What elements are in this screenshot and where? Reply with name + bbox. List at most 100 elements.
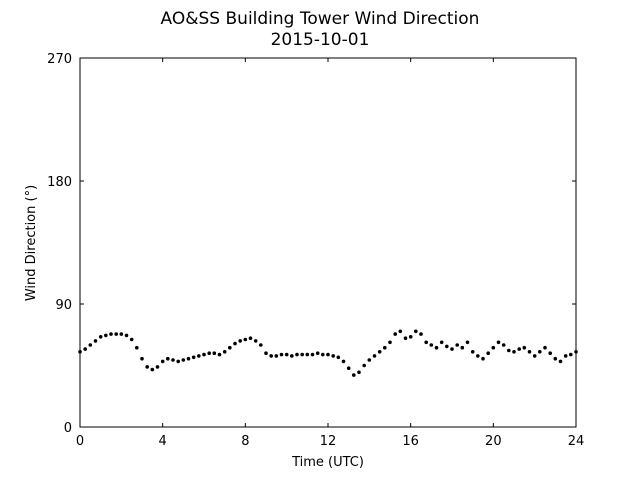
data-point — [114, 332, 118, 336]
x-tick-label: 12 — [320, 434, 337, 449]
data-point — [445, 344, 449, 349]
data-point — [202, 352, 206, 357]
data-point — [155, 365, 160, 369]
data-point — [434, 345, 439, 350]
data-point — [140, 356, 144, 361]
data-point — [383, 345, 387, 350]
data-point — [228, 345, 232, 350]
data-point — [352, 373, 356, 377]
data-point — [248, 336, 253, 341]
y-tick-label: 0 — [64, 421, 72, 436]
data-point — [212, 351, 217, 356]
chart-subtitle: 2015-10-01 — [271, 30, 370, 50]
plot-frame — [79, 57, 577, 428]
data-point — [569, 352, 573, 357]
data-point — [408, 335, 413, 339]
data-point — [403, 336, 408, 341]
data-point — [481, 356, 485, 361]
data-point — [222, 350, 227, 354]
data-point — [274, 354, 279, 358]
data-point — [527, 350, 532, 354]
data-point — [315, 351, 320, 356]
y-tick-label: 90 — [55, 298, 72, 313]
data-point — [243, 337, 248, 342]
data-point — [465, 340, 470, 345]
data-point — [93, 339, 98, 343]
data-point — [346, 366, 351, 371]
data-point — [470, 350, 475, 354]
data-point — [450, 347, 454, 351]
data-point — [171, 358, 175, 362]
data-point — [290, 354, 294, 358]
data-point — [476, 354, 480, 358]
data-point — [460, 345, 465, 350]
data-point — [207, 351, 211, 356]
data-point — [496, 340, 501, 345]
data-point — [507, 348, 511, 353]
data-point — [486, 351, 491, 356]
data-point — [166, 356, 170, 361]
data-point — [419, 332, 423, 336]
data-point — [439, 340, 444, 345]
data-point — [517, 347, 521, 351]
data-point — [104, 333, 108, 338]
data-point — [191, 355, 196, 360]
data-point — [145, 365, 149, 369]
data-point — [326, 352, 330, 357]
data-point — [160, 359, 165, 364]
data-point — [362, 363, 367, 368]
data-point — [377, 350, 382, 354]
data-point — [414, 329, 418, 334]
data-point — [295, 352, 299, 357]
data-point — [176, 359, 180, 364]
data-point — [269, 354, 274, 358]
axis-ticks: 0 4 8 12 16 20 24 0 90 180 270 — [47, 52, 584, 449]
x-tick-label: 4 — [159, 434, 167, 449]
data-point — [124, 333, 129, 338]
data-point — [279, 352, 284, 357]
data-point — [88, 343, 93, 347]
data-point — [129, 337, 134, 342]
data-point — [388, 340, 392, 345]
data-point — [98, 335, 103, 339]
data-points — [78, 329, 578, 377]
x-axis-label: Time (UTC) — [291, 455, 364, 470]
data-point — [512, 350, 516, 354]
data-point — [217, 352, 222, 357]
data-point — [393, 332, 398, 336]
data-point — [501, 343, 506, 347]
x-tick-label: 16 — [402, 434, 419, 449]
data-point — [305, 352, 310, 357]
data-point — [367, 358, 372, 362]
data-point — [259, 343, 263, 347]
data-point — [532, 354, 537, 358]
data-point — [253, 339, 258, 343]
x-tick-label: 8 — [241, 434, 249, 449]
data-point — [558, 359, 563, 364]
data-point — [238, 339, 242, 343]
x-tick-label: 24 — [568, 434, 585, 449]
data-point — [563, 354, 568, 358]
data-point — [186, 356, 191, 361]
data-point — [264, 351, 268, 356]
data-point — [150, 367, 155, 372]
data-point — [357, 370, 361, 375]
data-point — [455, 343, 460, 347]
data-point — [372, 354, 377, 358]
data-point — [429, 343, 434, 347]
x-tick-label: 20 — [485, 434, 502, 449]
data-point — [543, 345, 547, 350]
data-point — [310, 352, 315, 357]
data-point — [398, 329, 403, 334]
data-point — [331, 354, 336, 358]
x-tick-label: 0 — [76, 434, 84, 449]
data-point — [553, 356, 558, 361]
data-point — [109, 332, 113, 336]
data-point — [548, 351, 552, 356]
data-point — [300, 352, 305, 357]
data-point — [233, 341, 237, 346]
data-point — [197, 354, 201, 358]
data-point — [491, 345, 496, 350]
data-point — [336, 355, 341, 360]
